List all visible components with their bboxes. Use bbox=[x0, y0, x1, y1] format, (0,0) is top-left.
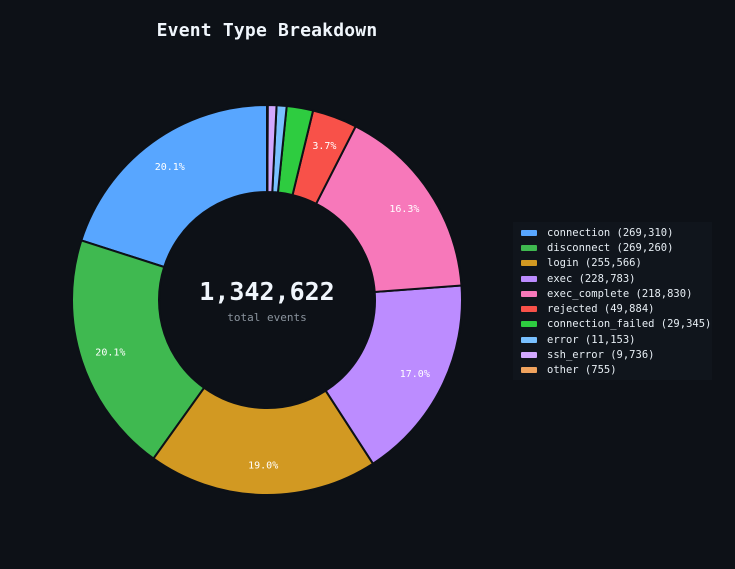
legend-swatch bbox=[521, 244, 537, 251]
legend-swatch bbox=[521, 306, 537, 313]
legend-label: other (755) bbox=[547, 364, 617, 377]
pct-label-rejected: 3.7% bbox=[312, 141, 336, 152]
pct-labels-group: 20.1% 20.1% 19.0% 17.0% 16.3% 3.7% bbox=[95, 141, 430, 472]
legend-item-rejected: rejected (49,884) bbox=[521, 301, 712, 316]
legend-label: exec_complete (218,830) bbox=[547, 287, 693, 300]
legend-swatch bbox=[521, 367, 537, 374]
legend-label: connection_failed (29,345) bbox=[547, 318, 712, 331]
legend-label: connection (269,310) bbox=[547, 226, 674, 239]
legend-label: exec (228,783) bbox=[547, 272, 636, 285]
center-subtitle: total events bbox=[227, 311, 306, 324]
legend-item-exec-complete: exec_complete (218,830) bbox=[521, 286, 712, 301]
pct-label-disconnect: 20.1% bbox=[95, 347, 125, 358]
legend-label: error (11,153) bbox=[547, 333, 636, 346]
center-total: 1,342,622 bbox=[199, 277, 334, 306]
legend-swatch bbox=[521, 321, 537, 328]
legend-item-login: login (255,566) bbox=[521, 256, 712, 271]
chart-title: Event Type Breakdown bbox=[156, 20, 378, 41]
slice-disconnect bbox=[71, 239, 206, 460]
legend-item-disconnect: disconnect (269,260) bbox=[521, 240, 712, 255]
slices-group bbox=[71, 103, 463, 496]
legend-label: disconnect (269,260) bbox=[547, 241, 674, 254]
pct-label-connection: 20.1% bbox=[155, 162, 185, 173]
slice-login bbox=[152, 386, 375, 496]
pct-label-login: 19.0% bbox=[248, 460, 278, 471]
pct-label-exec: 17.0% bbox=[400, 369, 430, 380]
legend-item-connection: connection (269,310) bbox=[521, 225, 712, 240]
legend-label: ssh_error (9,736) bbox=[547, 349, 655, 362]
legend-swatch bbox=[521, 352, 537, 359]
legend-item-exec: exec (228,783) bbox=[521, 271, 712, 286]
legend-swatch bbox=[521, 290, 537, 297]
slice-exec-complete bbox=[314, 124, 463, 294]
legend-label: rejected (49,884) bbox=[547, 303, 655, 316]
legend-swatch bbox=[521, 275, 537, 282]
legend-swatch bbox=[521, 336, 537, 343]
legend-label: login (255,566) bbox=[547, 257, 642, 270]
chart-legend: connection (269,310) disconnect (269,260)… bbox=[513, 222, 712, 380]
slice-connection bbox=[80, 103, 268, 269]
legend-item-error: error (11,153) bbox=[521, 332, 712, 347]
legend-swatch bbox=[521, 260, 537, 267]
legend-item-ssh-error: ssh_error (9,736) bbox=[521, 347, 712, 362]
slice-other bbox=[266, 103, 269, 194]
pct-label-exec-complete: 16.3% bbox=[389, 204, 419, 215]
legend-swatch bbox=[521, 229, 537, 236]
legend-item-connection-failed: connection_failed (29,345) bbox=[521, 317, 712, 332]
legend-item-other: other (755) bbox=[521, 363, 712, 378]
